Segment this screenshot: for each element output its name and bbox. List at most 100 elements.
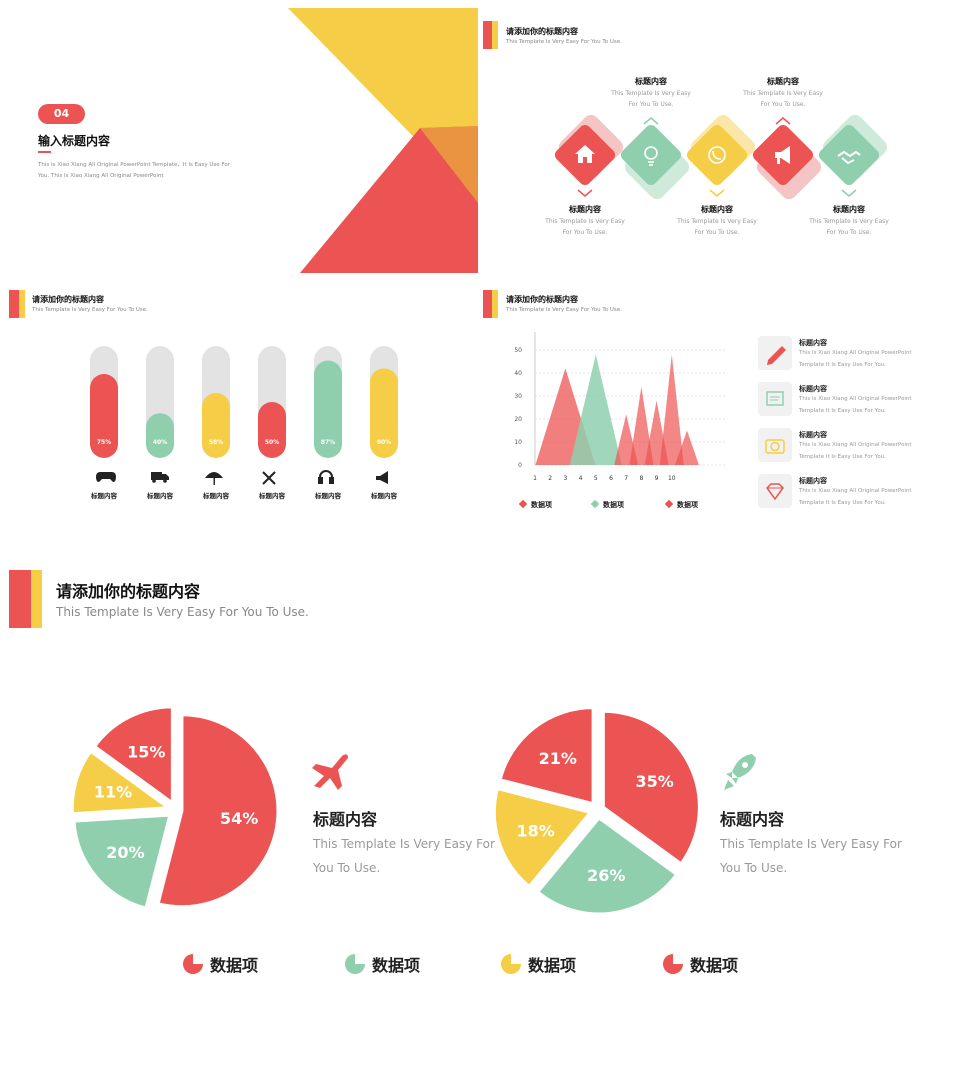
header-bar-red [483,290,492,318]
legend-label: 数据项 [528,956,577,975]
item-desc: This Template Is Very Easy For You To Us… [809,218,889,236]
slide-area-chart: 请添加你的标题内容 This Template Is Very Easy For… [480,282,960,537]
y-tick-label: 10 [514,439,522,446]
block-desc: This Template Is Very Easy For You To Use… [313,832,495,880]
y-tick-label: 40 [514,370,522,377]
legend-label: 数据项 [603,500,624,509]
y-tick-label: 20 [514,416,522,423]
side-item-title: 标题内容 [799,477,827,485]
pie-slice [535,815,679,916]
pie-slice-label: 26% [587,866,625,885]
lightbulb-icon [644,146,658,166]
header-bar-red [9,570,31,628]
side-item-desc: This Is Xiao Xiang All Original PowerPoi… [799,350,912,356]
y-tick-label: 30 [514,393,522,400]
tools-icon [262,471,276,485]
bar-category-label: 标题内容 [91,492,117,500]
series-peak [569,354,622,465]
bar-value-label: 58% [209,439,223,446]
header-bar-red [483,21,492,49]
headphones-icon [318,470,334,484]
x-tick-label: 5 [594,475,598,482]
megaphone-icon [775,146,790,164]
slide-cover: 04 输入标题内容 This Is Xiao Xiang All Origina… [0,8,478,273]
side-icon-box [758,336,792,370]
item-title: 标题内容 [569,205,601,214]
x-tick-label: 3 [563,475,567,482]
pie-slice [492,786,594,889]
slide-bars: 请添加你的标题内容 This Template Is Very Easy For… [0,282,478,537]
legend-item: 数据项 [344,952,420,976]
series-peak [659,354,684,465]
bar-fill [314,360,342,458]
side-item-desc: This Is Xiao Xiang All Original PowerPoi… [799,396,912,402]
pie-slice-label: 54% [220,809,258,828]
pie-slice-label: 35% [636,772,674,791]
item-title: 标题内容 [833,205,865,214]
pie-slice-label: 21% [539,749,577,768]
cover-triangles [288,8,478,273]
phone-icon [708,146,726,164]
side-item-desc: This Is Xiao Xiang All Original PowerPoi… [799,442,912,448]
chevron-up-icon [643,117,659,125]
slide-subtitle: This Template Is Very Easy For You To Us… [506,39,622,45]
x-tick-label: 6 [609,475,613,482]
pie-slice [601,709,701,866]
bar-value-label: 50% [265,439,279,446]
diamond-lightbulb [620,124,682,186]
umbrella-icon [205,472,223,485]
header-bar-yellow [492,21,498,49]
fold-shadow [420,126,478,203]
diamond-row [554,114,888,200]
legend-pie-icon [183,954,203,974]
bar-fill [146,413,174,458]
section-badge: 04 [38,104,85,124]
handshake-icon [837,150,861,165]
side-icon-box [758,474,792,508]
legend-label: 数据项 [210,956,259,975]
series-peak [629,386,654,465]
pie-slice [92,705,174,806]
item-desc: This Template Is Very Easy For You To Us… [743,90,823,108]
item-desc: This Template Is Very Easy For You To Us… [611,90,691,108]
legend-item: 数据项 [500,952,576,976]
diamond-phone [686,124,748,186]
side-item-desc: This Is Xiao Xiang All Original PowerPoi… [799,488,912,494]
side-item-title: 标题内容 [799,339,827,347]
chevron-down-icon [709,189,725,197]
slide-diamonds: 请添加你的标题内容 This Template Is Very Easy For… [480,8,960,273]
series-peak [675,430,699,465]
pie-slice [70,749,173,816]
slide-title: 请添加你的标题内容 [506,27,578,36]
pie-slice-label: 18% [516,821,554,840]
legend-label: 数据项 [531,500,552,509]
cover-desc: This Is Xiao Xiang All Original PowerPoi… [38,162,230,179]
bar-value-label: 40% [153,439,167,446]
bar-value-label: 87% [321,439,335,446]
x-tick-label: 9 [655,475,659,482]
slide-title: 请添加你的标题内容 [32,295,104,304]
item-desc: This Template Is Very Easy For You To Us… [677,218,757,236]
bar-fill [202,393,230,458]
slide-subtitle: This Template Is Very Easy For You To Us… [56,605,309,619]
x-tick-label: 7 [624,475,628,482]
chevron-down-icon [577,189,593,197]
cover-underline [38,151,51,153]
x-tick-label: 4 [579,475,583,482]
legend-item: 数据项 [662,952,738,976]
slide-subtitle: This Template Is Very Easy For You To Us… [506,307,622,313]
x-tick-label: 2 [548,475,552,482]
x-tick-label: 8 [639,475,643,482]
side-icon-box [758,428,792,462]
home-icon [575,145,595,163]
pencil-icon [767,346,786,365]
side-item-desc: Template It Is Easy Use For You. [799,500,886,506]
y-tick-label: 0 [518,462,522,469]
block-desc: This Template Is Very Easy For You To Use… [720,832,902,880]
pie-slice-label: 11% [94,783,132,802]
legend-marker [664,499,674,509]
block-desc-line: This Template Is Very Easy For [720,837,902,851]
header-bar-yellow [31,570,42,628]
block-title: 标题内容 [720,810,785,829]
slide-title: 请添加你的标题内容 [56,582,201,601]
